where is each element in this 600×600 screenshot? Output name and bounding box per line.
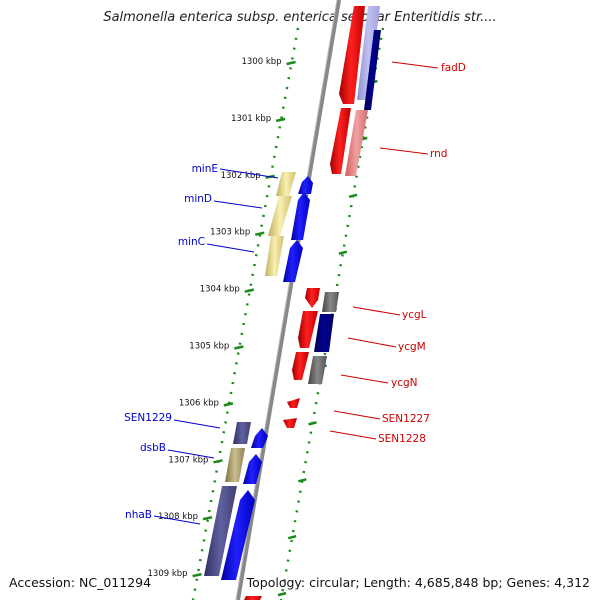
- label-ycgM: ycgM: [398, 341, 426, 353]
- gene-nhaB[interactable]: [204, 486, 255, 580]
- left-dotted-track: [191, 27, 300, 600]
- tick-mark: [213, 459, 223, 464]
- tick-mark: [223, 402, 234, 407]
- gene-SEN1228[interactable]: [283, 418, 297, 428]
- gene-minE[interactable]: [276, 172, 313, 196]
- tick-label: 1309 kbp: [148, 569, 188, 579]
- tick-mark-right: [287, 534, 297, 540]
- tick-mark-right: [308, 421, 317, 426]
- gene-SEN1229[interactable]: [233, 422, 268, 448]
- topology-text: Topology: circular; Length: 4,685,848 bp…: [246, 575, 590, 590]
- label-ycgL: ycgL: [402, 309, 427, 321]
- tick-mark: [202, 515, 213, 521]
- gene-minC[interactable]: [265, 236, 303, 282]
- label-minC: minC: [178, 236, 205, 248]
- tick-mark: [275, 117, 286, 123]
- label-SEN1229: SEN1229: [124, 412, 172, 424]
- label-dsbB: dsbB: [140, 442, 166, 454]
- gene-fadD[interactable]: [339, 6, 381, 110]
- label-SEN1228: SEN1228: [378, 433, 426, 445]
- tick-mark: [234, 345, 244, 350]
- tick-label: 1304 kbp: [200, 285, 240, 295]
- tick-marks: [192, 60, 378, 597]
- accession-text: Accession: NC_011294: [9, 575, 152, 590]
- label-minE: minE: [192, 163, 218, 175]
- label-minD: minD: [184, 193, 212, 205]
- label-SEN1227: SEN1227: [382, 413, 430, 425]
- tick-mark: [254, 231, 265, 236]
- gene-bottom-red[interactable]: [244, 596, 262, 600]
- label-rnd: rnd: [430, 148, 447, 160]
- tick-mark: [244, 288, 255, 293]
- tick-mark: [286, 60, 296, 66]
- gene-labels-right: fadD rnd ycgL ycgM ycgN SEN1227 SEN1228: [329, 61, 466, 445]
- tick-labels: 1300 kbp 1301 kbp 1302 kbp 1303 kbp 1304 kbp…: [148, 57, 282, 579]
- label-ycgN: ycgN: [391, 377, 418, 389]
- tick-label: 1302 kbp: [221, 171, 261, 181]
- tick-mark-right: [277, 591, 287, 597]
- gene-labels-left: minE minD minC SEN1229 dsbB nhaB: [124, 163, 279, 525]
- tick-mark-right: [338, 250, 348, 255]
- tick-label: 1301 kbp: [231, 114, 271, 124]
- tick-mark-right: [348, 193, 358, 199]
- gene-ycgN[interactable]: [292, 352, 327, 384]
- tick-label: 1305 kbp: [189, 342, 229, 352]
- tick-mark-right: [298, 478, 307, 483]
- gene-minD[interactable]: [268, 192, 310, 240]
- tick-label: 1306 kbp: [179, 398, 219, 408]
- tick-label: 1303 kbp: [210, 228, 250, 238]
- tick-label: 1308 kbp: [158, 512, 198, 522]
- tick-label: 1307 kbp: [168, 455, 208, 465]
- tick-label: 1300 kbp: [242, 57, 282, 67]
- label-nhaB: nhaB: [125, 509, 152, 521]
- gene-ycgM[interactable]: [298, 311, 334, 352]
- gene-dsbB[interactable]: [225, 448, 262, 484]
- label-fadD: fadD: [441, 62, 466, 74]
- gene-rnd[interactable]: [330, 108, 368, 176]
- gene-SEN1227[interactable]: [287, 398, 300, 408]
- tick-mark: [192, 572, 202, 578]
- genome-title: Salmonella enterica subsp. enterica sero…: [103, 10, 497, 25]
- gene-ycgL[interactable]: [305, 288, 339, 312]
